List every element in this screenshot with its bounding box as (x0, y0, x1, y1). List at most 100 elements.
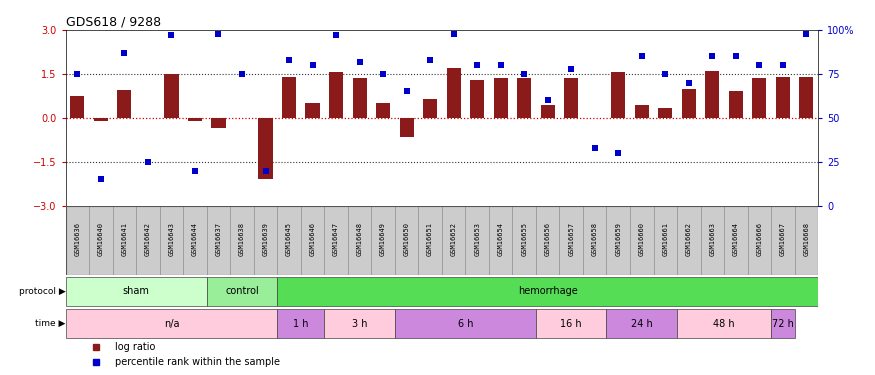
Text: GSM16658: GSM16658 (592, 222, 598, 256)
Text: GSM16666: GSM16666 (756, 222, 762, 256)
Text: 3 h: 3 h (352, 319, 367, 328)
Bar (517, 78, 531, 118)
Bar (752, 78, 766, 118)
Text: GSM16654: GSM16654 (498, 222, 504, 256)
Bar (658, 108, 672, 118)
Text: GSM16643: GSM16643 (169, 222, 174, 256)
Bar (66, 277, 206, 306)
Text: GSM16648: GSM16648 (357, 222, 362, 256)
Bar (329, 72, 343, 118)
Bar (305, 103, 319, 118)
Bar (446, 68, 461, 118)
Text: GSM16641: GSM16641 (122, 222, 128, 256)
Text: GSM16649: GSM16649 (380, 222, 386, 256)
Bar (206, 277, 277, 306)
Text: GSM16639: GSM16639 (262, 222, 269, 256)
Text: percentile rank within the sample: percentile rank within the sample (115, 357, 279, 367)
Bar (564, 78, 578, 118)
Bar (230, 206, 254, 275)
Bar (206, 206, 230, 275)
Text: GSM16640: GSM16640 (98, 222, 104, 256)
Bar (66, 206, 89, 275)
Bar (94, 118, 108, 122)
Bar (277, 206, 301, 275)
Bar (493, 78, 507, 118)
Text: sham: sham (123, 286, 150, 296)
Text: GSM16652: GSM16652 (451, 222, 457, 256)
Bar (424, 99, 438, 118)
Bar (630, 206, 654, 275)
Text: GSM16668: GSM16668 (803, 222, 809, 256)
Bar (634, 105, 649, 118)
Text: GSM16645: GSM16645 (286, 222, 292, 256)
Bar (277, 309, 325, 338)
Bar (348, 206, 371, 275)
Text: GSM16636: GSM16636 (74, 222, 80, 256)
Text: 1 h: 1 h (293, 319, 309, 328)
Text: n/a: n/a (164, 319, 179, 328)
Text: GSM16657: GSM16657 (568, 222, 574, 256)
Bar (677, 206, 701, 275)
Bar (325, 206, 348, 275)
Text: GSM16664: GSM16664 (733, 222, 738, 256)
Bar (611, 72, 626, 118)
Text: GSM16638: GSM16638 (239, 222, 245, 256)
Text: GSM16656: GSM16656 (545, 222, 550, 256)
Bar (160, 206, 183, 275)
Text: GSM16655: GSM16655 (522, 222, 527, 256)
Bar (117, 90, 131, 118)
Bar (677, 309, 771, 338)
Text: 6 h: 6 h (458, 319, 473, 328)
Text: GSM16650: GSM16650 (403, 222, 410, 256)
Text: GSM16651: GSM16651 (427, 222, 433, 256)
Text: control: control (225, 286, 259, 296)
Text: GSM16637: GSM16637 (215, 222, 221, 256)
Bar (536, 206, 559, 275)
Bar (470, 80, 484, 118)
Bar (301, 206, 325, 275)
Bar (771, 309, 794, 338)
Bar (729, 92, 743, 118)
Text: GSM16667: GSM16667 (780, 222, 786, 256)
Bar (282, 77, 296, 118)
Bar (371, 206, 395, 275)
Bar (776, 77, 790, 118)
Bar (258, 118, 273, 179)
Text: GSM16661: GSM16661 (662, 222, 668, 256)
Bar (89, 206, 113, 275)
Text: log ratio: log ratio (115, 342, 155, 352)
Bar (395, 309, 536, 338)
Bar (606, 309, 677, 338)
Text: time ▶: time ▶ (35, 319, 66, 328)
Text: GSM16644: GSM16644 (192, 222, 198, 256)
Bar (113, 206, 136, 275)
Bar (188, 118, 202, 122)
Bar (606, 206, 630, 275)
Bar (771, 206, 794, 275)
Bar (353, 78, 367, 118)
Bar (541, 105, 555, 118)
Text: GSM16642: GSM16642 (145, 222, 150, 256)
Bar (400, 118, 414, 137)
Bar (442, 206, 466, 275)
Text: protocol ▶: protocol ▶ (19, 287, 66, 296)
Text: 24 h: 24 h (631, 319, 653, 328)
Text: hemorrhage: hemorrhage (518, 286, 578, 296)
Bar (376, 103, 390, 118)
Bar (325, 309, 395, 338)
Bar (489, 206, 513, 275)
Bar (164, 74, 178, 118)
Bar (70, 96, 84, 118)
Text: GSM16647: GSM16647 (333, 222, 339, 256)
Bar (418, 206, 442, 275)
Text: 72 h: 72 h (772, 319, 794, 328)
Text: GSM16662: GSM16662 (686, 222, 692, 256)
Bar (559, 206, 583, 275)
Bar (212, 118, 226, 128)
Bar (701, 206, 724, 275)
Bar (277, 277, 818, 306)
Bar (682, 88, 696, 118)
Bar (747, 206, 771, 275)
Bar (136, 206, 160, 275)
Bar (536, 309, 606, 338)
